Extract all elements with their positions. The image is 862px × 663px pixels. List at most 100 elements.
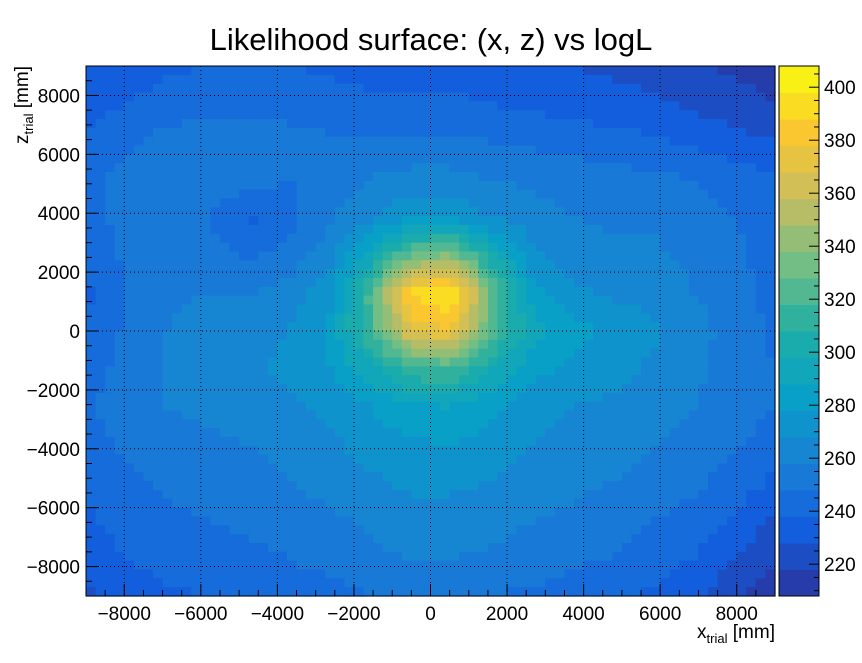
heatmap-cell	[162, 242, 173, 253]
heatmap-cell	[516, 322, 527, 332]
heatmap-cell	[344, 198, 355, 208]
heatmap-cell	[755, 366, 767, 376]
heatmap-cell	[746, 331, 757, 341]
heatmap-cell	[286, 525, 298, 535]
heatmap-cell	[258, 286, 269, 297]
heatmap-cell	[497, 233, 508, 244]
heatmap-cell	[95, 578, 106, 588]
heatmap-cell	[593, 83, 604, 94]
heatmap-cell	[574, 587, 585, 597]
heatmap-cell	[727, 437, 738, 447]
heatmap-cell	[602, 587, 613, 597]
heatmap-cell	[688, 507, 700, 518]
heatmap-cell	[679, 401, 690, 412]
heatmap-cell	[382, 119, 393, 129]
heatmap-cell	[449, 216, 460, 226]
heatmap-cell	[286, 198, 298, 208]
heatmap-cell	[526, 375, 537, 385]
heatmap-cell	[152, 136, 164, 147]
heatmap-cell	[765, 180, 776, 191]
heatmap-cell	[631, 384, 642, 394]
heatmap-cell	[698, 410, 709, 420]
heatmap-cell	[574, 145, 585, 155]
heatmap-cell	[765, 463, 776, 473]
heatmap-cell	[507, 286, 518, 297]
heatmap-cell	[746, 83, 757, 94]
heatmap-cell	[708, 172, 719, 182]
heatmap-cell	[497, 366, 508, 376]
heatmap-cell	[267, 313, 278, 323]
heatmap-cell	[133, 419, 145, 429]
heatmap-cell	[746, 74, 757, 85]
heatmap-cell	[459, 507, 470, 518]
heatmap-cell	[210, 251, 221, 261]
heatmap-cell	[162, 304, 173, 314]
heatmap-cell	[641, 587, 652, 597]
heatmap-cell	[679, 392, 690, 403]
heatmap-cell	[114, 295, 125, 306]
heatmap-cell	[95, 454, 106, 465]
heatmap-cell	[191, 269, 202, 279]
heatmap-cell	[86, 331, 97, 341]
heatmap-cell	[229, 560, 240, 571]
heatmap-cell	[181, 587, 192, 597]
heatmap-cell	[430, 481, 441, 491]
heatmap-cell	[373, 233, 384, 244]
heatmap-cell	[468, 375, 479, 385]
heatmap-cell	[143, 110, 154, 120]
heatmap-cell	[114, 578, 125, 588]
heatmap-cell	[631, 543, 642, 553]
heatmap-cell	[325, 304, 336, 314]
heatmap-cell	[200, 216, 211, 226]
heatmap-cell	[86, 534, 97, 544]
heatmap-cell	[296, 454, 307, 465]
heatmap-cell	[325, 384, 336, 394]
heatmap-cell	[487, 198, 499, 208]
heatmap-cell	[612, 348, 623, 359]
heatmap-cell	[478, 233, 489, 244]
heatmap-cell	[296, 198, 307, 208]
heatmap-cell	[468, 507, 479, 518]
heatmap-cell	[526, 127, 537, 138]
heatmap-cell	[765, 551, 776, 562]
heatmap-cell	[373, 225, 384, 235]
heatmap-cell	[315, 366, 326, 376]
heatmap-cell	[507, 498, 518, 509]
heatmap-cell	[86, 163, 97, 173]
heatmap-cell	[755, 233, 767, 244]
heatmap-cell	[574, 560, 585, 571]
heatmap-cell	[315, 543, 326, 553]
heatmap-cell	[210, 507, 221, 518]
heatmap-cell	[363, 145, 374, 155]
heatmap-cell	[191, 490, 202, 500]
heatmap-cell	[440, 525, 451, 535]
heatmap-cell	[306, 454, 317, 465]
heatmap-cell	[621, 233, 633, 244]
heatmap-cell	[411, 392, 422, 403]
heatmap-cell	[526, 437, 537, 447]
heatmap-cell	[411, 119, 422, 129]
heatmap-cell	[554, 207, 566, 217]
heatmap-cell	[621, 454, 633, 465]
heatmap-cell	[239, 304, 250, 314]
heatmap-cell	[334, 127, 345, 138]
heatmap-cell	[86, 428, 97, 438]
heatmap-cell	[487, 154, 499, 164]
heatmap-cell	[239, 322, 250, 332]
heatmap-cell	[200, 269, 211, 279]
heatmap-cell	[497, 66, 508, 76]
heatmap-cell	[152, 313, 164, 323]
heatmap-cell	[143, 172, 154, 182]
heatmap-cell	[210, 322, 221, 332]
heatmap-cell	[564, 83, 575, 94]
heatmap-cell	[200, 154, 211, 164]
heatmap-cell	[191, 225, 202, 235]
heatmap-cell	[516, 419, 527, 429]
heatmap-cell	[736, 543, 747, 553]
heatmap-cell	[373, 74, 384, 85]
heatmap-cell	[641, 560, 652, 571]
heatmap-cell	[468, 233, 479, 244]
heatmap-cell	[708, 560, 719, 571]
heatmap-cell	[516, 498, 527, 509]
heatmap-cell	[181, 269, 192, 279]
